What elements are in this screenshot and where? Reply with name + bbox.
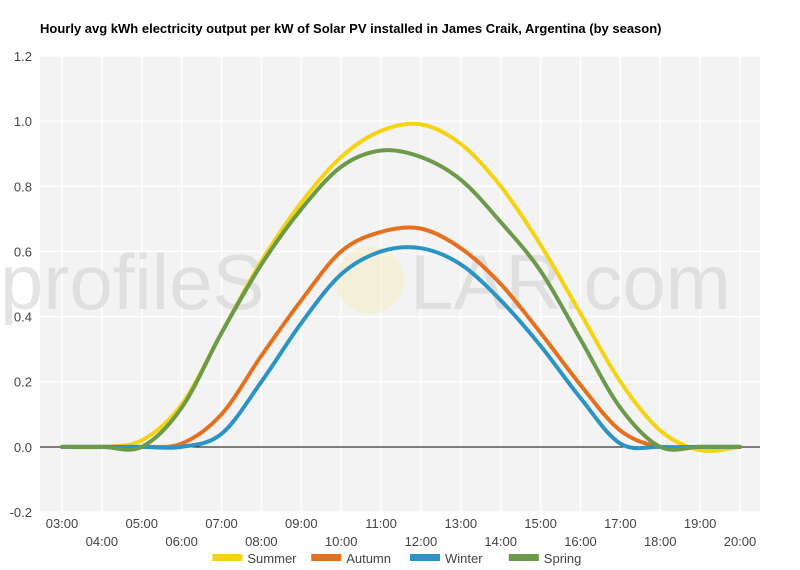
- x-tick-label: 07:00: [205, 516, 238, 531]
- x-axis-ticks: 03:00 04:00 05:00 06:00 07:00 08:00 09:00 10:00…: [46, 516, 757, 549]
- y-tick-label: -0.2: [10, 505, 32, 520]
- y-tick-label: 0.2: [14, 375, 32, 390]
- legend: Summer Autumn Winter Spring: [212, 551, 581, 566]
- x-tick-label: 10:00: [325, 534, 358, 549]
- watermark-text-right: LAR.com: [410, 238, 731, 326]
- legend-swatch-winter: [410, 554, 440, 561]
- x-tick-label: 05:00: [125, 516, 158, 531]
- y-tick-label: 1.0: [14, 114, 32, 129]
- y-tick-label: 1.2: [14, 49, 32, 64]
- x-tick-label: 20:00: [724, 534, 757, 549]
- y-tick-label: 0.0: [14, 440, 32, 455]
- x-tick-label: 19:00: [684, 516, 717, 531]
- grid-lines: [40, 55, 760, 513]
- legend-label-autumn: Autumn: [346, 551, 391, 566]
- series-line-autumn: [60, 225, 742, 451]
- x-tick-label: 12:00: [405, 534, 438, 549]
- series-lines: [60, 121, 742, 453]
- x-tick-label: 13:00: [445, 516, 478, 531]
- y-axis-ticks: -0.2 0.0 0.2 0.4 0.6 0.8 1.0 1.2: [10, 49, 32, 520]
- x-tick-label: 11:00: [365, 516, 397, 531]
- x-tick-label: 06:00: [165, 534, 198, 549]
- legend-label-winter: Winter: [445, 551, 483, 566]
- watermark-text-left: profileS: [0, 238, 264, 326]
- x-tick-label: 09:00: [285, 516, 318, 531]
- x-tick-label: 18:00: [644, 534, 677, 549]
- series-line-winter: [60, 245, 742, 451]
- legend-label-summer: Summer: [247, 551, 297, 566]
- watermark: profileS LAR.com: [0, 238, 731, 326]
- legend-swatch-autumn: [311, 554, 342, 561]
- x-tick-label: 17:00: [604, 516, 637, 531]
- legend-swatch-summer: [212, 554, 243, 561]
- x-tick-label: 15:00: [524, 516, 557, 531]
- x-tick-label: 14:00: [484, 534, 517, 549]
- x-tick-label: 04:00: [86, 534, 119, 549]
- legend-swatch-spring: [508, 554, 539, 561]
- x-tick-label: 03:00: [46, 516, 79, 531]
- y-tick-label: 0.8: [14, 179, 32, 194]
- legend-label-spring: Spring: [544, 551, 582, 566]
- y-tick-label: 0.6: [14, 244, 32, 259]
- x-tick-label: 16:00: [564, 534, 597, 549]
- chart-title: Hourly avg kWh electricity output per kW…: [40, 21, 662, 36]
- x-tick-label: 08:00: [245, 534, 278, 549]
- y-tick-label: 0.4: [14, 310, 32, 325]
- series-line-spring: [60, 148, 742, 452]
